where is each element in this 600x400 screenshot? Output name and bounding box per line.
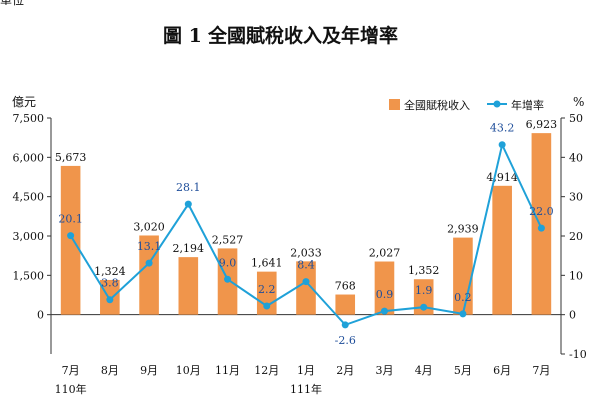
growth-rate-label: 2.2 [258, 283, 276, 296]
growth-rate-label: 43.2 [490, 122, 515, 135]
bar-value-label: 1,324 [94, 265, 126, 278]
left-tick-label: 0 [37, 309, 44, 322]
bar [335, 294, 356, 315]
bar-value-label: 6,923 [526, 118, 558, 131]
bar-value-label: 3,020 [133, 220, 165, 233]
x-category-label: 5月 [454, 364, 472, 377]
right-tick-label: 10 [569, 269, 583, 282]
growth-rate-point [224, 275, 232, 283]
growth-rate-point [380, 307, 388, 315]
x-year-label: 111年 [290, 382, 322, 396]
x-category-label: 7月 [532, 364, 550, 377]
left-tick-label: 1,500 [13, 269, 45, 282]
right-tick-label: 0 [569, 309, 576, 322]
growth-rate-label: 8.4 [297, 259, 315, 272]
bar-value-label: 2,939 [447, 223, 479, 236]
left-tick-label: 7,500 [13, 112, 45, 125]
top-left-fragment-text: 單位 [0, 0, 24, 7]
bar [413, 279, 434, 315]
legend-line-label: 年增率 [511, 98, 544, 112]
growth-rate-point [498, 141, 506, 149]
chart-title: 全國賦稅收入及年增率 [207, 24, 398, 47]
left-axis-unit: 億元 [12, 95, 36, 109]
growth-rate-label: 22.0 [529, 205, 554, 218]
right-axis-unit: % [573, 95, 584, 109]
growth-rate-point [184, 200, 192, 208]
chart-legend: 全國賦稅收入 年增率 [389, 98, 544, 112]
right-tick-label: 50 [569, 112, 583, 125]
bar-value-label: 2,027 [369, 247, 401, 260]
plot-area: 0 1,500 3,000 4,500 6,000 7,500 -10 0 10 20 30 40 50… [13, 112, 587, 396]
growth-rate-label: 28.1 [176, 181, 201, 194]
bar [531, 133, 552, 315]
bar-value-label: 1,352 [408, 264, 440, 277]
x-category-label: 12月 [254, 364, 279, 377]
growth-rate-label: 1.9 [415, 284, 433, 297]
growth-rate-point [537, 224, 545, 232]
left-tick-label: 4,500 [13, 191, 45, 204]
growth-rate-point [263, 302, 271, 310]
growth-rate-label: 3.8 [101, 277, 119, 290]
growth-rate-point [341, 321, 349, 329]
bar [296, 261, 316, 315]
growth-rate-point [302, 278, 310, 286]
x-category-label: 4月 [415, 364, 433, 377]
legend-bar-swatch [389, 99, 400, 110]
growth-rate-point [106, 296, 114, 304]
growth-rate-label: 13.1 [137, 240, 162, 253]
bar-value-label: 1,641 [251, 257, 283, 270]
bar-value-label: 4,914 [486, 171, 518, 184]
left-tick-label: 6,000 [13, 151, 45, 164]
bar-value-label: 5,673 [55, 151, 87, 164]
x-category-label: 3月 [375, 364, 393, 377]
x-category-label: 10月 [176, 364, 201, 377]
growth-rate-point [67, 232, 75, 240]
bar-value-label: 2,194 [173, 242, 205, 255]
x-year-label: 110年 [55, 382, 87, 396]
growth-rate-label: 9.0 [219, 256, 237, 269]
x-category-label: 7月 [62, 364, 80, 377]
x-category-label: 11月 [215, 364, 240, 377]
growth-rate-point [420, 303, 428, 311]
legend-line-marker [493, 100, 501, 108]
growth-rate-label: -2.6 [335, 334, 356, 347]
right-tick-label: 40 [569, 151, 583, 164]
x-category-label: 6月 [493, 364, 511, 377]
growth-rate-point [145, 259, 153, 267]
bar-value-label: 2,527 [212, 233, 244, 246]
bar-value-label: 2,033 [290, 246, 322, 259]
growth-rate-label: 0.9 [376, 288, 394, 301]
bar-value-label: 768 [335, 280, 356, 293]
left-tick-label: 3,000 [13, 230, 45, 243]
growth-rate-label: 0.2 [454, 291, 472, 304]
right-tick-label: 20 [569, 230, 583, 243]
x-category-label: 9月 [140, 364, 158, 377]
x-category-label: 2月 [336, 364, 354, 377]
bar [60, 165, 81, 315]
growth-rate-label: 20.1 [58, 213, 83, 226]
x-category-label: 1月 [297, 364, 315, 377]
growth-rate-point [459, 310, 467, 318]
bar [492, 185, 512, 315]
chart-title-number: 圖 1 [163, 25, 202, 47]
bar [374, 261, 395, 315]
right-tick-label: 30 [569, 191, 583, 204]
x-category-label: 8月 [101, 364, 119, 377]
right-tick-label: -10 [569, 348, 587, 361]
legend-bar-label: 全國賦稅收入 [404, 98, 470, 112]
bar [178, 257, 199, 315]
